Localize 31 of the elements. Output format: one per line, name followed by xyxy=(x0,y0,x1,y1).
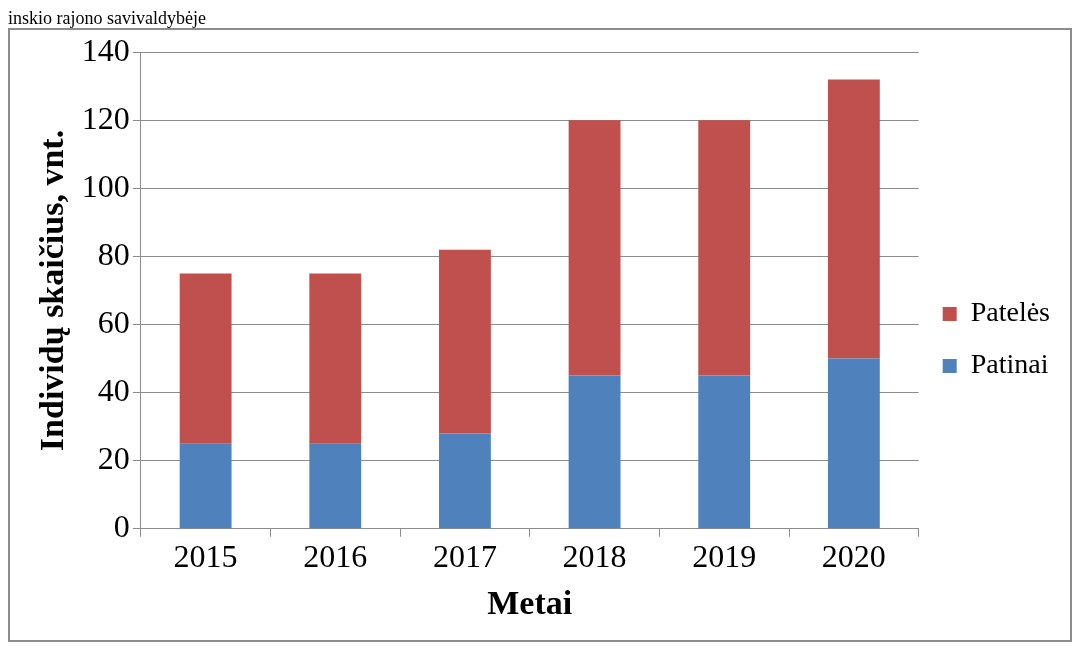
x-tick-label: 2016 xyxy=(303,538,368,575)
bar xyxy=(179,273,232,444)
bar xyxy=(568,120,621,376)
x-tick-label: 2015 xyxy=(173,538,238,575)
bar xyxy=(309,273,362,444)
bar xyxy=(827,358,880,529)
bar xyxy=(179,443,232,529)
x-tick-label: 2020 xyxy=(821,538,886,575)
bar xyxy=(438,433,491,529)
legend-label: Patinai xyxy=(970,348,1049,380)
bar xyxy=(309,443,362,529)
bar xyxy=(827,79,880,359)
bar xyxy=(698,120,751,376)
x-tick-label: 2017 xyxy=(432,538,497,575)
y-tick-label: 140 xyxy=(81,31,130,68)
x-tick-label: 2019 xyxy=(692,538,757,575)
text: inskio rajono savivaldybėje xyxy=(8,8,207,28)
y-tick-label: 120 xyxy=(81,99,130,136)
y-tick-label: 20 xyxy=(97,440,130,477)
y-tick-label: 40 xyxy=(97,372,130,409)
legend-label: Patelės xyxy=(970,296,1050,328)
bar xyxy=(568,375,621,529)
y-tick-label: 80 xyxy=(97,235,130,272)
y-tick-label: 100 xyxy=(81,167,130,204)
y-axis-title: Individų skaičius, vnt. xyxy=(33,129,71,452)
x-tick-label: 2018 xyxy=(562,538,627,575)
y-tick-label: 0 xyxy=(113,508,130,545)
bar xyxy=(698,375,751,529)
bar xyxy=(438,249,491,434)
y-tick-label: 60 xyxy=(97,303,130,340)
x-axis-title: Metai xyxy=(487,584,573,622)
